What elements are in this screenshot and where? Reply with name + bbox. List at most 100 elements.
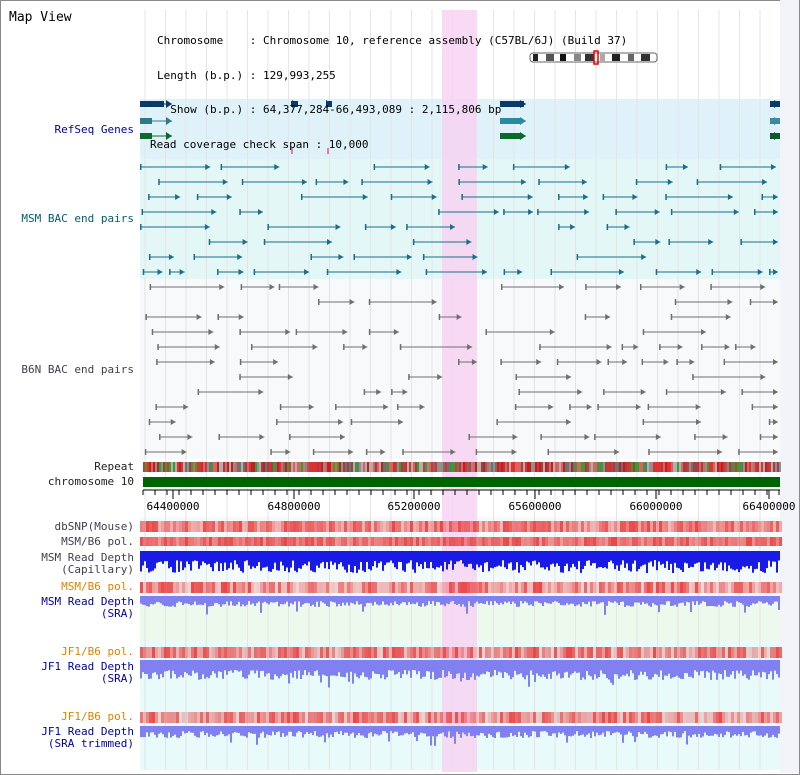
jf1-b6-pol-cell bbox=[245, 647, 248, 658]
msm-b6-pol-cell-2 bbox=[662, 582, 665, 593]
gene-exon bbox=[140, 118, 152, 124]
msm-b6-pol-cell-2 bbox=[284, 582, 287, 593]
msm-bac-pair-arrow bbox=[773, 239, 778, 245]
track-label-msm-bac[interactable]: MSM BAC end pairs bbox=[21, 212, 134, 225]
msm-capillary-depth-bar bbox=[658, 551, 660, 562]
repeat-segment bbox=[751, 462, 753, 472]
jf1-b6-pol-cell bbox=[770, 647, 773, 658]
msm-sra-depth-bar bbox=[770, 596, 772, 606]
jf1-b6-pol-cell bbox=[539, 647, 542, 658]
track-label-refseq[interactable]: RefSeq Genes bbox=[54, 123, 134, 136]
jf1-b6-pol-cell bbox=[230, 647, 233, 658]
repeat-segment bbox=[599, 462, 601, 472]
dbsnp-cell bbox=[668, 521, 671, 532]
jf1-trim-depth-bar bbox=[584, 726, 586, 737]
msm-sra-depth-bar bbox=[254, 596, 256, 606]
msm-capillary-depth-bar bbox=[380, 551, 382, 562]
msm-b6-pol-cell-2 bbox=[248, 582, 251, 593]
msm-sra-depth-bar bbox=[518, 596, 520, 607]
jf1-sra-depth-bar bbox=[512, 660, 514, 678]
repeat-segment bbox=[647, 462, 649, 472]
repeat-segment bbox=[687, 462, 689, 472]
msm-capillary-depth-bar bbox=[306, 551, 308, 566]
jf1-b6-pol-cell bbox=[602, 647, 605, 658]
jf1-b6-pol-cell-2 bbox=[560, 712, 563, 723]
msm-b6-pol-cell-2 bbox=[371, 582, 374, 593]
jf1-b6-pol-cell-2 bbox=[269, 712, 272, 723]
repeat-segment bbox=[545, 462, 547, 472]
msm-capillary-depth-bar bbox=[594, 551, 596, 563]
jf1-trim-depth-bar bbox=[428, 726, 430, 737]
msm-sra-depth-bar bbox=[514, 596, 516, 604]
repeat-segment bbox=[771, 462, 773, 472]
msm-b6-pol-cell bbox=[401, 537, 404, 546]
msm-capillary-depth-bar bbox=[184, 551, 186, 568]
jf1-sra-depth-bar bbox=[378, 660, 380, 675]
msm-capillary-depth-bar bbox=[624, 551, 626, 568]
b6n-bac-pair-end bbox=[738, 449, 740, 455]
track-label-msm-depth-sra-sub: (SRA) bbox=[100, 607, 134, 620]
msm-capillary-depth-bar bbox=[540, 551, 542, 568]
msm-capillary-depth-bar bbox=[632, 551, 634, 564]
msm-sra-depth-bar bbox=[436, 596, 438, 602]
jf1-b6-pol-cell bbox=[587, 647, 590, 658]
msm-sra-depth-bar bbox=[500, 596, 502, 603]
repeat-segment bbox=[333, 462, 335, 472]
b6n-bac-pair-end bbox=[642, 419, 645, 425]
jf1-b6-pol-cell-2 bbox=[389, 712, 392, 723]
jf1-b6-pol-cell-2 bbox=[410, 712, 413, 723]
dbsnp-cell bbox=[527, 521, 530, 532]
axis-tick-label: 66000000 bbox=[630, 500, 683, 513]
jf1-sra-depth-bar bbox=[520, 660, 522, 674]
jf1-sra-depth-bar bbox=[392, 660, 394, 671]
msm-sra-depth-bar bbox=[762, 596, 764, 604]
jf1-b6-pol-cell bbox=[146, 647, 149, 658]
msm-b6-pol-cell bbox=[704, 537, 707, 546]
msm-capillary-depth-bar bbox=[438, 551, 440, 568]
msm-capillary-depth-bar bbox=[696, 551, 698, 563]
jf1-b6-pol-cell bbox=[701, 647, 704, 658]
msm-b6-pol-cell bbox=[470, 537, 473, 546]
msm-sra-depth-bar bbox=[342, 596, 344, 603]
repeat-segment bbox=[221, 462, 223, 472]
msm-sra-depth-bar bbox=[760, 596, 762, 602]
msm-sra-depth-bar bbox=[286, 596, 288, 602]
jf1-b6-pol-cell-2 bbox=[407, 712, 410, 723]
msm-capillary-depth-bar bbox=[614, 551, 616, 570]
jf1-b6-pol-cell-2 bbox=[377, 712, 380, 723]
msm-bac-pair-end bbox=[558, 194, 560, 200]
jf1-trim-depth-bar bbox=[772, 726, 774, 735]
msm-bac-pair-arrow bbox=[242, 239, 248, 245]
repeat-segment bbox=[175, 462, 177, 472]
msm-b6-pol-cell bbox=[506, 537, 509, 546]
msm-b6-pol-cell bbox=[632, 537, 635, 546]
msm-capillary-depth-bar bbox=[388, 551, 390, 563]
msm-capillary-depth-bar bbox=[516, 551, 518, 563]
dbsnp-cell bbox=[518, 521, 521, 532]
b6n-bac-pair-arrow bbox=[773, 419, 778, 425]
jf1-b6-pol-cell bbox=[509, 647, 512, 658]
track-label-b6n-bac[interactable]: B6N BAC end pairs bbox=[21, 363, 134, 376]
jf1-b6-pol-cell bbox=[368, 647, 371, 658]
msm-b6-pol-cell bbox=[587, 537, 590, 546]
msm-sra-depth-bar bbox=[460, 596, 462, 607]
msm-sra-depth-bar bbox=[186, 596, 188, 604]
repeat-segment bbox=[611, 462, 613, 472]
msm-b6-pol-cell bbox=[521, 537, 524, 546]
msm-b6-pol-cell bbox=[491, 537, 494, 546]
msm-bac-pair-arrow bbox=[338, 254, 344, 260]
jf1-sra-depth-bar bbox=[304, 660, 306, 671]
b6n-bac-pair-end bbox=[500, 359, 502, 365]
msm-b6-pol-cell bbox=[620, 537, 623, 546]
jf1-b6-pol-cell bbox=[254, 647, 257, 658]
b6n-bac-pair-arrow bbox=[214, 344, 220, 350]
jf1-trim-depth-bar bbox=[696, 726, 698, 737]
dbsnp-cell bbox=[350, 521, 353, 532]
msm-b6-pol-cell bbox=[554, 537, 557, 546]
dbsnp-cell bbox=[398, 521, 401, 532]
jf1-sra-depth-bar bbox=[198, 660, 200, 680]
jf1-b6-pol-cell-2 bbox=[443, 712, 446, 723]
repeat-segment bbox=[235, 462, 237, 472]
jf1-sra-depth-bar bbox=[502, 660, 504, 678]
